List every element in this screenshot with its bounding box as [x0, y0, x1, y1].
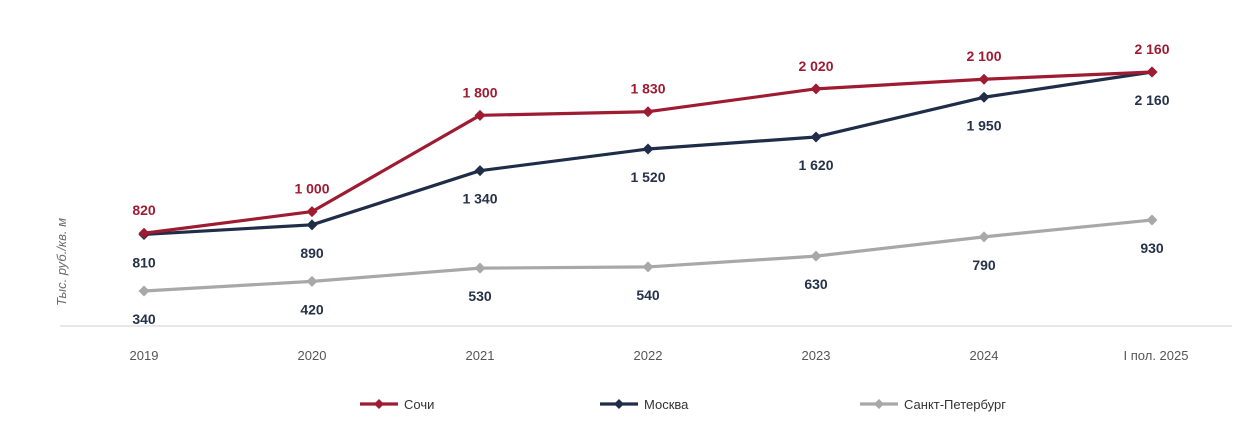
data-label-spb: 540: [636, 287, 660, 303]
data-label-spb: 420: [300, 301, 324, 317]
data-label-spb: 340: [132, 311, 156, 327]
data-point-sochi: [978, 73, 990, 85]
legend-swatch-marker: [614, 399, 624, 409]
series-line-spb: [143, 218, 1153, 293]
x-tick-label: 2019: [130, 348, 159, 363]
data-point-sochi: [138, 227, 150, 239]
data-label-moskva: 1 950: [966, 117, 1001, 133]
data-point-moskva: [978, 91, 990, 103]
legend-swatch-marker: [874, 399, 884, 409]
data-point-spb: [306, 275, 318, 287]
data-label-spb: 530: [468, 288, 492, 304]
data-point-spb: [810, 250, 822, 262]
series-sochi: [138, 66, 1158, 239]
data-point-spb: [138, 285, 150, 297]
data-point-sochi: [810, 83, 822, 95]
data-label-moskva: 890: [300, 245, 324, 261]
data-label-spb: 930: [1140, 240, 1164, 256]
x-tick-label: 2022: [634, 348, 663, 363]
legend-label: Санкт-Петербург: [904, 397, 1006, 412]
legend-item-spb: Санкт-Петербург: [860, 397, 1006, 412]
data-point-spb: [642, 261, 654, 273]
data-point-sochi: [306, 206, 318, 218]
legend-item-moskva: Москва: [600, 397, 689, 412]
data-point-spb: [978, 231, 990, 243]
x-tick-label: 2020: [298, 348, 327, 363]
data-label-sochi: 1 000: [294, 181, 329, 197]
series-layer: 820 1 000 1 800 1 830 2 020 2 100 2 160 810 890 1…: [132, 41, 1169, 327]
legend-item-sochi: Сочи: [360, 397, 434, 412]
data-point-moskva: [810, 131, 822, 143]
series-spb: [138, 214, 1158, 297]
x-tick-label: I пол. 2025: [1124, 348, 1189, 363]
x-tick-label: 2023: [802, 348, 831, 363]
legend: Сочи Москва Санкт-Петербург: [360, 397, 1006, 412]
data-point-moskva: [642, 143, 654, 155]
data-label-sochi: 1 830: [630, 81, 665, 97]
legend-label: Москва: [644, 397, 689, 412]
legend-label: Сочи: [404, 397, 434, 412]
data-point-sochi: [474, 109, 486, 121]
data-point-spb: [1146, 214, 1158, 226]
data-label-sochi: 2 160: [1134, 41, 1169, 57]
x-tick-label: 2021: [466, 348, 495, 363]
x-tick-labels: 2019 2020 2021 2022 2023 2024 I пол. 2025: [130, 348, 1189, 363]
y-axis-label: Тыс. руб./кв. м: [54, 218, 69, 306]
data-label-moskva: 1 620: [798, 157, 833, 173]
x-tick-label: 2024: [970, 348, 999, 363]
data-point-moskva: [306, 219, 318, 231]
data-point-moskva: [474, 165, 486, 177]
data-point-sochi: [642, 106, 654, 118]
data-point-sochi: [1146, 66, 1158, 78]
data-label-moskva: 1 520: [630, 169, 665, 185]
data-label-moskva: 1 340: [462, 191, 497, 207]
legend-swatch-marker: [374, 399, 384, 409]
data-label-sochi: 820: [132, 202, 156, 218]
data-label-moskva: 2 160: [1134, 92, 1169, 108]
data-label-spb: 630: [804, 276, 828, 292]
data-point-spb: [474, 262, 486, 274]
data-label-spb: 790: [972, 257, 996, 273]
data-label-moskva: 810: [132, 254, 156, 270]
data-label-sochi: 1 800: [462, 84, 497, 100]
data-label-sochi: 2 020: [798, 58, 833, 74]
data-label-sochi: 2 100: [966, 48, 1001, 64]
